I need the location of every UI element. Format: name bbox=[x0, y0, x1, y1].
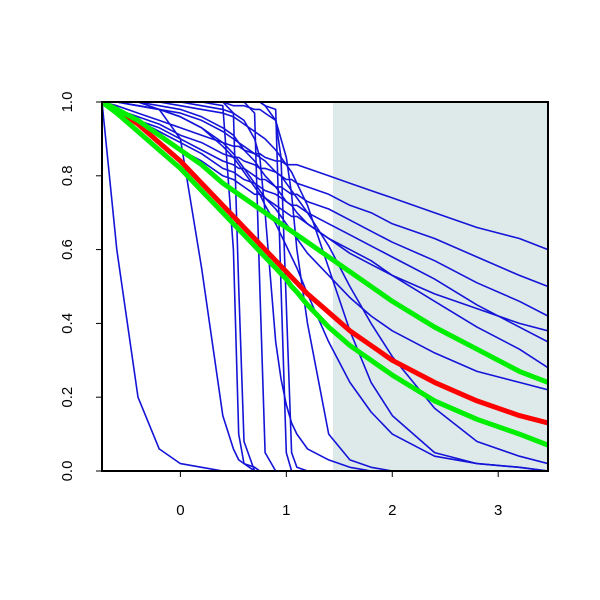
series-line bbox=[102, 102, 548, 471]
series-line bbox=[102, 102, 548, 332]
y-tick-label: 0.6 bbox=[59, 239, 76, 260]
series-line bbox=[102, 102, 548, 471]
plot-lines bbox=[102, 102, 548, 471]
series-line bbox=[102, 102, 548, 288]
x-tick-label: 1 bbox=[282, 502, 290, 519]
x-tick-label: 3 bbox=[494, 502, 502, 519]
series-line bbox=[102, 102, 548, 471]
y-tick-label: 0.2 bbox=[59, 387, 76, 408]
x-tick-label: 2 bbox=[388, 502, 396, 519]
y-tick-label: 1.0 bbox=[59, 92, 76, 113]
series-line bbox=[102, 102, 548, 471]
series-line bbox=[102, 102, 548, 426]
series-line bbox=[102, 102, 548, 343]
series-line bbox=[102, 102, 548, 385]
series-line bbox=[102, 102, 548, 471]
series-line bbox=[102, 102, 548, 391]
y-tick-label: 0.4 bbox=[59, 313, 76, 334]
series-line bbox=[102, 102, 548, 251]
y-tick-label: 0.8 bbox=[59, 165, 76, 186]
plot-frame bbox=[101, 101, 549, 472]
series-line bbox=[102, 102, 548, 471]
y-tick-label: 0.0 bbox=[59, 461, 76, 482]
x-tick-label: 0 bbox=[176, 502, 184, 519]
series-line bbox=[102, 102, 548, 448]
